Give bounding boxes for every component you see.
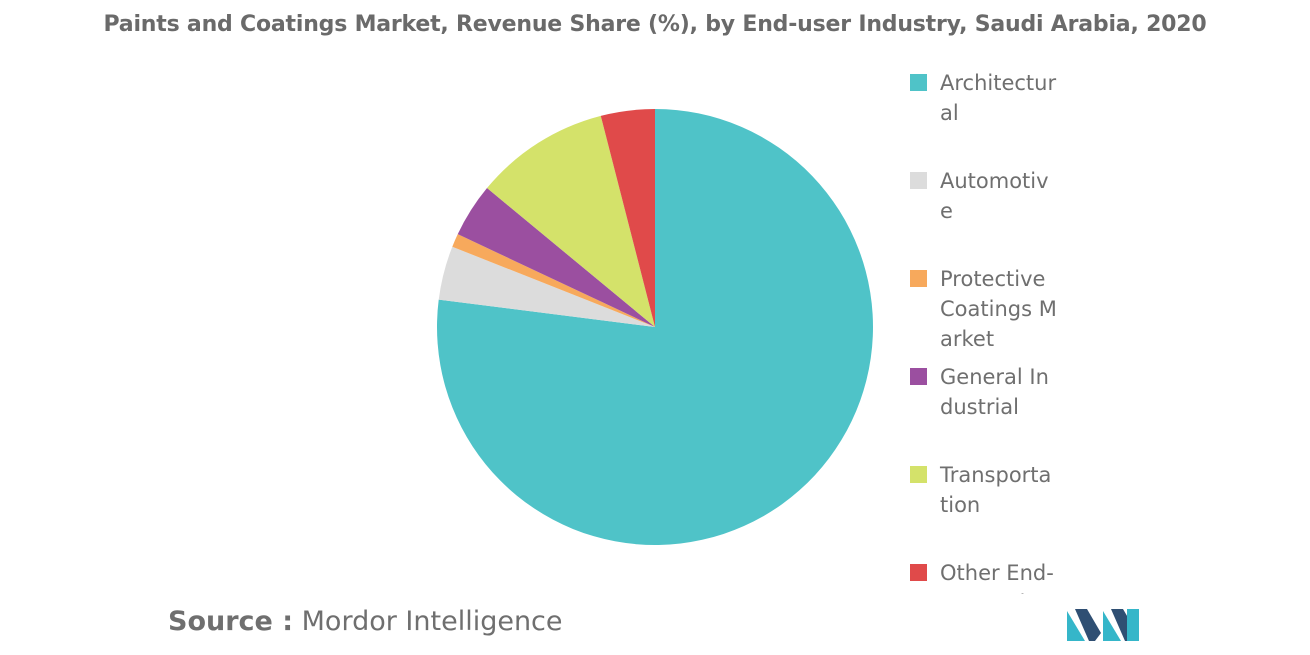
pie-slice-transportation <box>487 115 655 327</box>
legend-swatch <box>910 74 927 91</box>
legend-swatch <box>910 564 927 581</box>
mordor-intelligence-logo-icon <box>1067 609 1139 641</box>
pie-slice-general-industrial <box>457 188 655 327</box>
pie-slice-other-end-user-industries <box>600 109 655 327</box>
legend-swatch <box>910 466 927 483</box>
pie-slice-protective-coatings-market <box>452 234 655 327</box>
chart-title: Paints and Coatings Market, Revenue Shar… <box>103 12 1207 37</box>
legend: Architectural Automotive Protective Coat… <box>908 68 1058 594</box>
pie-slice-automotive <box>438 246 655 327</box>
logo-left-diagonal <box>1075 609 1101 641</box>
legend-swatch <box>910 368 927 385</box>
logo-right-bar <box>1103 611 1121 641</box>
logo-left-bar <box>1067 611 1085 641</box>
legend-label: Protective Coatings Market <box>940 267 1057 351</box>
source-prefix: Source : <box>168 606 294 637</box>
legend-label: Architectural <box>940 71 1057 125</box>
legend-label: Transportation <box>940 463 1052 517</box>
logo-end-bar <box>1127 609 1139 641</box>
source-name: Mordor Intelligence <box>301 606 563 637</box>
legend-label: General Industrial <box>940 365 1049 419</box>
legend-swatch <box>910 270 927 287</box>
legend-label: Other End-user Industries <box>940 561 1058 594</box>
legend-swatch <box>910 172 927 189</box>
source-note: Source : Mordor Intelligence <box>168 606 563 637</box>
legend-label: Automotive <box>940 169 1049 223</box>
